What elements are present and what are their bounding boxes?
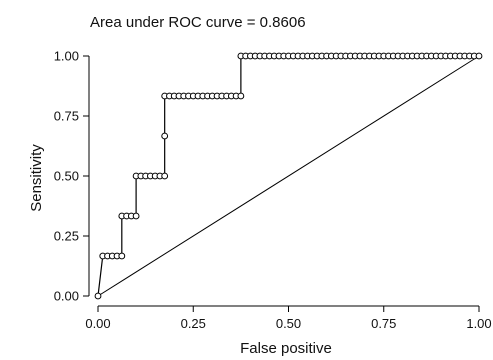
x-tick-label: 0.50 <box>276 316 301 331</box>
x-tick-label: 1.00 <box>466 316 491 331</box>
roc-point <box>161 132 169 140</box>
axes: 0.00 0.25 0.50 0.75 1.00 0.00 0.25 0.50 0.75 1.00 <box>54 49 492 332</box>
roc-point <box>94 292 102 300</box>
y-tick-label: 0.50 <box>54 169 79 184</box>
y-axis-label: Sensitivity <box>28 144 45 212</box>
roc-point <box>161 172 169 180</box>
reference-diagonal <box>97 55 480 297</box>
chart-marks <box>94 52 483 300</box>
roc-point <box>237 92 245 100</box>
y-tick-label: 0.75 <box>54 109 79 124</box>
y-tick-label: 0.00 <box>54 289 79 304</box>
x-tick-label: 0.00 <box>85 316 110 331</box>
x-axis-label: False positive <box>240 340 332 357</box>
x-tick-label: 0.25 <box>181 316 206 331</box>
x-tick-label: 0.75 <box>371 316 396 331</box>
roc-point <box>132 212 140 220</box>
y-tick-label: 0.25 <box>54 229 79 244</box>
chart-title: Area under ROC curve = 0.8606 <box>90 14 306 31</box>
y-tick-label: 1.00 <box>54 49 79 64</box>
roc-point <box>475 52 483 60</box>
roc-point <box>118 252 126 260</box>
